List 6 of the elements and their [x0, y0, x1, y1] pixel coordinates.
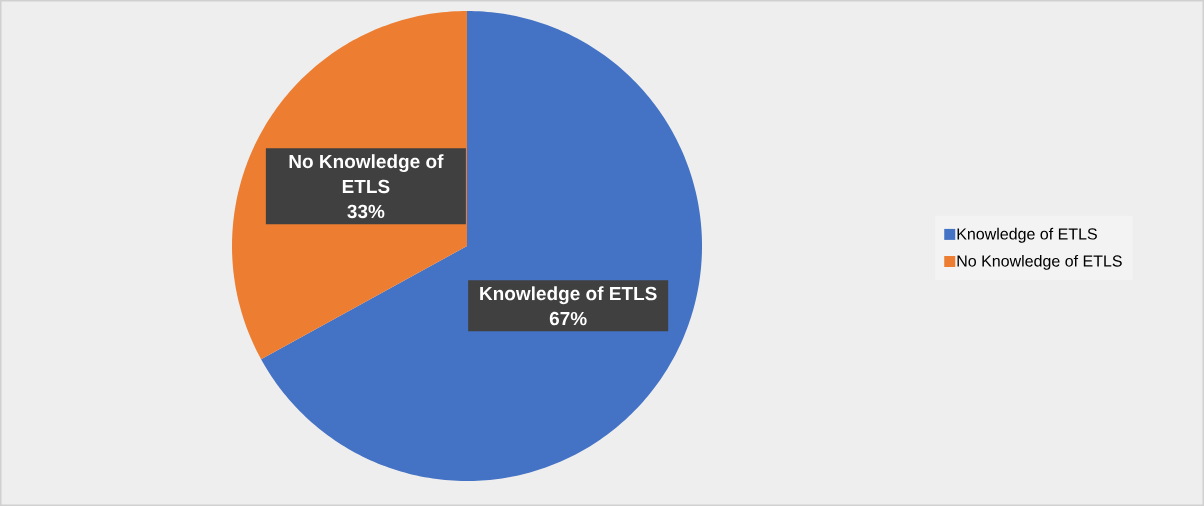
- data-label: 67%: [549, 311, 587, 326]
- data-label: 33%: [347, 204, 385, 219]
- slice-label: Knowledge of ETLS: [480, 286, 657, 305]
- legend-label: Knowledge of ETLS: [957, 227, 1097, 243]
- legend-label: No Knowledge of ETLS: [957, 254, 1122, 270]
- slice-label: No Knowledge of ETLS: [289, 154, 444, 194]
